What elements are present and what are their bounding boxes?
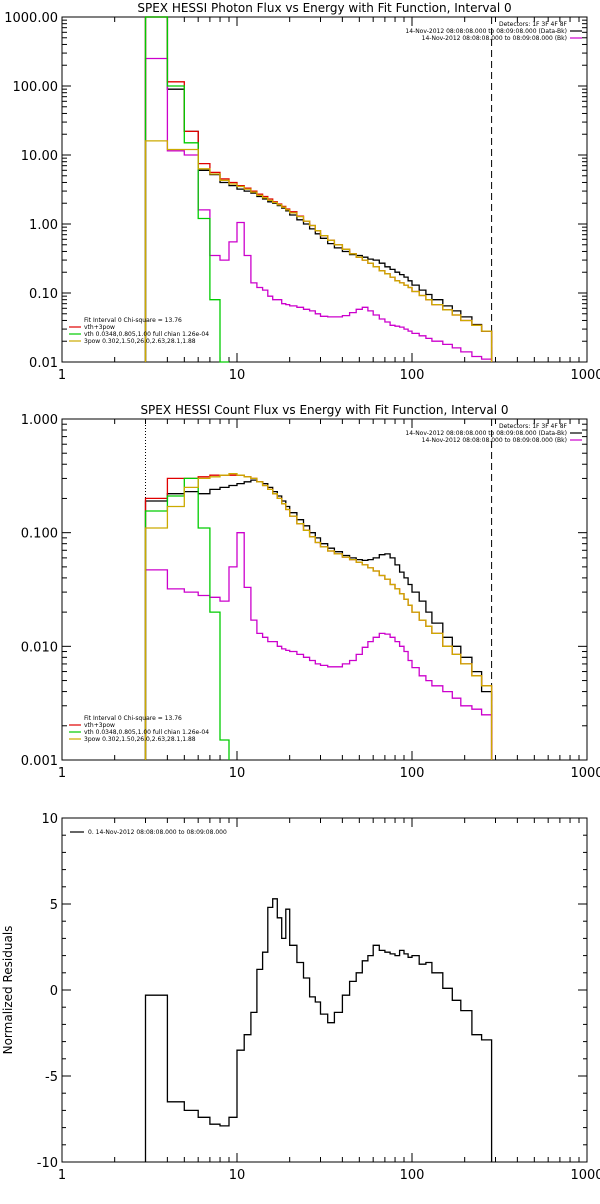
series-line-3pow	[144, 140, 493, 362]
x-tick-label: 1	[58, 1168, 66, 1183]
y-tick-label: 1000.00	[4, 11, 58, 26]
y-tick-label: 1.00	[29, 218, 58, 233]
x-tick-label: 100	[400, 1168, 425, 1183]
plot-frame	[61, 418, 588, 761]
legend-text: Detectors: 1F 3F 4F 8F	[499, 21, 568, 28]
fit-legend-text: vth 0.0348,0.805,1.00 full chian 1.26e-0…	[84, 331, 209, 338]
series-line-bk	[144, 57, 493, 362]
series-line-3pow	[144, 473, 493, 760]
x-tick-label: 100	[400, 766, 425, 781]
x-tick-label: 1000	[570, 1168, 600, 1183]
chart-panel-1: SPEX HESSI Photon Flux vs Energy with Fi…	[4, 1, 600, 383]
fit-legend-text: Fit Interval 0 Chi-square = 13.76	[84, 317, 182, 324]
series-line-bk	[144, 532, 493, 760]
fit-legend-text: 3pow 0.302,1.50,26.0,2.63,28.1,1.88	[84, 736, 196, 743]
chart-panel-2: SPEX HESSI Count Flux vs Energy with Fit…	[21, 403, 600, 781]
series-line-data-bk	[144, 16, 493, 362]
series-line-data-bk	[144, 479, 493, 760]
y-tick-label: 0.010	[21, 640, 58, 655]
fit-legend-text: vth+3pow	[84, 722, 115, 729]
legend-text: 14-Nov-2012 08:08:08.000 to 08:09:08.000…	[422, 35, 567, 42]
y-tick-label: 10	[41, 812, 58, 827]
x-tick-label: 10	[229, 1168, 246, 1183]
fit-legend-text: vth 0.0348,0.805,1.00 full chian 1.26e-0…	[84, 729, 209, 736]
legend-text: 14-Nov-2012 08:08:08.000 to 08:09:08.000…	[405, 430, 567, 437]
y-tick-label: 0.001	[21, 754, 58, 769]
y-tick-label: 1.000	[21, 413, 58, 428]
fit-legend-text: 3pow 0.302,1.50,26.0,2.63,28.1,1.88	[84, 338, 196, 345]
x-tick-label: 10	[229, 368, 246, 383]
y-tick-label: 0.100	[21, 527, 58, 542]
series-line-residuals	[144, 898, 493, 1162]
y-axis-label: Normalized Residuals	[1, 926, 15, 1055]
legend-text: 14-Nov-2012 08:08:08.000 to 08:09:08.000…	[422, 437, 567, 444]
y-tick-label: 100.00	[13, 80, 59, 95]
x-tick-label: 1	[58, 368, 66, 383]
legend-text: 14-Nov-2012 08:08:08.000 to 08:09:08.000…	[405, 28, 567, 35]
y-tick-label: -10	[37, 1156, 58, 1171]
x-tick-label: 1000	[570, 368, 600, 383]
chart-panel-3: Normalized Residuals 1 10 100 1000 -10 -5 0 5 10 0…	[1, 812, 600, 1183]
x-tick-label: 1	[58, 766, 66, 781]
fit-legend-text: vth+3pow	[84, 324, 115, 331]
x-tick-label: 100	[400, 368, 425, 383]
x-tick-label: 1000	[570, 766, 600, 781]
x-tick-label: 10	[229, 766, 246, 781]
legend-text: Detectors: 1F 3F 4F 8F	[499, 423, 568, 430]
chart-title: SPEX HESSI Photon Flux vs Energy with Fi…	[137, 1, 511, 15]
y-tick-label: 0.10	[29, 287, 58, 302]
y-tick-label: 0.01	[29, 356, 58, 371]
fit-legend-text: Fit Interval 0 Chi-square = 13.76	[84, 715, 182, 722]
y-tick-label: -5	[45, 1070, 58, 1085]
plot-frame	[61, 16, 588, 363]
y-tick-label: 5	[50, 898, 58, 913]
series-line-vth	[144, 16, 229, 363]
chart-title: SPEX HESSI Count Flux vs Energy with Fit…	[140, 403, 508, 417]
y-tick-label: 0	[50, 984, 58, 999]
y-tick-label: 10.00	[21, 149, 58, 164]
residual-legend-text: 0. 14-Nov-2012 08:08:08.000 to 08:09:08.…	[88, 829, 227, 836]
